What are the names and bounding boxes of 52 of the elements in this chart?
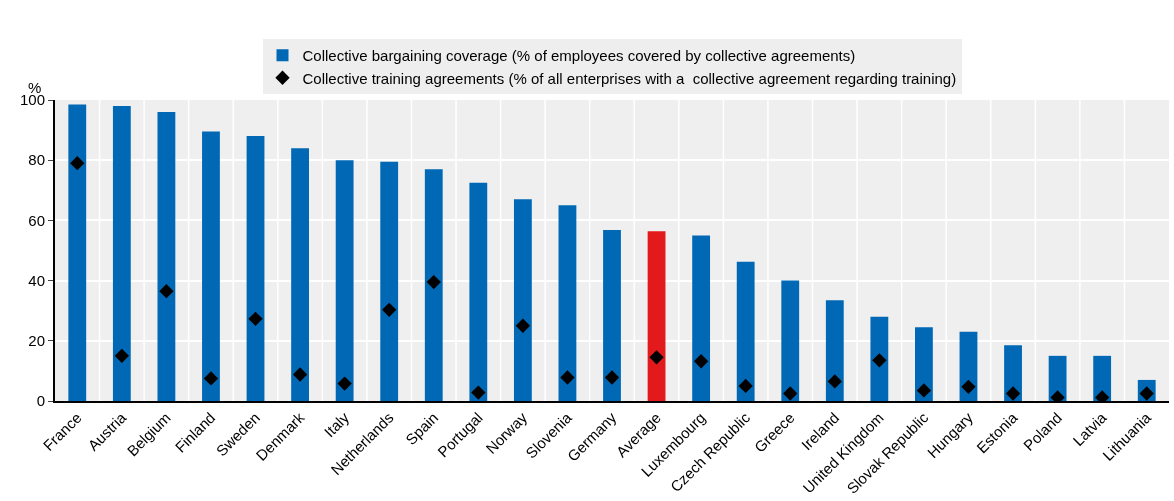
bar bbox=[291, 148, 309, 401]
point bbox=[961, 379, 976, 394]
bar bbox=[692, 235, 711, 401]
point bbox=[560, 370, 575, 385]
point bbox=[114, 348, 129, 363]
point bbox=[248, 311, 263, 326]
bar bbox=[202, 131, 220, 401]
bar bbox=[647, 231, 666, 401]
bar bbox=[380, 161, 399, 401]
point bbox=[426, 274, 441, 290]
point bbox=[203, 371, 219, 386]
bar bbox=[246, 136, 265, 401]
bar bbox=[915, 327, 933, 401]
point bbox=[693, 354, 709, 369]
bar bbox=[469, 182, 488, 401]
y-tick-label: 40 bbox=[28, 271, 45, 289]
bar bbox=[825, 300, 844, 401]
point bbox=[70, 156, 85, 171]
bar bbox=[112, 106, 131, 401]
point bbox=[382, 302, 397, 317]
point bbox=[649, 350, 664, 365]
y-axis-title: % bbox=[28, 79, 42, 96]
bar bbox=[781, 280, 800, 401]
bar bbox=[558, 205, 577, 401]
point bbox=[872, 353, 887, 368]
point bbox=[604, 370, 620, 385]
y-tick-label: 80 bbox=[28, 151, 45, 169]
bar bbox=[424, 169, 443, 401]
point bbox=[292, 367, 308, 382]
bar bbox=[959, 331, 978, 401]
legend-label: Collective bargaining coverage (% of employees covered by collective agreements) bbox=[302, 47, 856, 65]
bar bbox=[603, 230, 621, 401]
bar bbox=[335, 160, 354, 401]
point bbox=[783, 386, 798, 401]
point bbox=[337, 376, 352, 391]
y-tick-label: 0 bbox=[36, 392, 45, 410]
bar bbox=[513, 199, 532, 401]
bar bbox=[870, 316, 889, 401]
bar bbox=[736, 261, 755, 401]
bar bbox=[68, 104, 87, 401]
point bbox=[827, 374, 842, 389]
bar bbox=[1004, 345, 1022, 401]
point bbox=[916, 383, 932, 398]
point bbox=[159, 283, 174, 299]
y-tick-label: 20 bbox=[28, 332, 45, 350]
bar bbox=[157, 112, 176, 401]
point bbox=[515, 318, 531, 333]
y-tick-label: 60 bbox=[28, 211, 45, 229]
point bbox=[738, 378, 753, 394]
legend-label: Collective training agreements (% of all enterprises with a collective agreement regarding training) bbox=[302, 69, 957, 87]
point bbox=[471, 385, 486, 400]
point bbox=[1005, 386, 1021, 401]
